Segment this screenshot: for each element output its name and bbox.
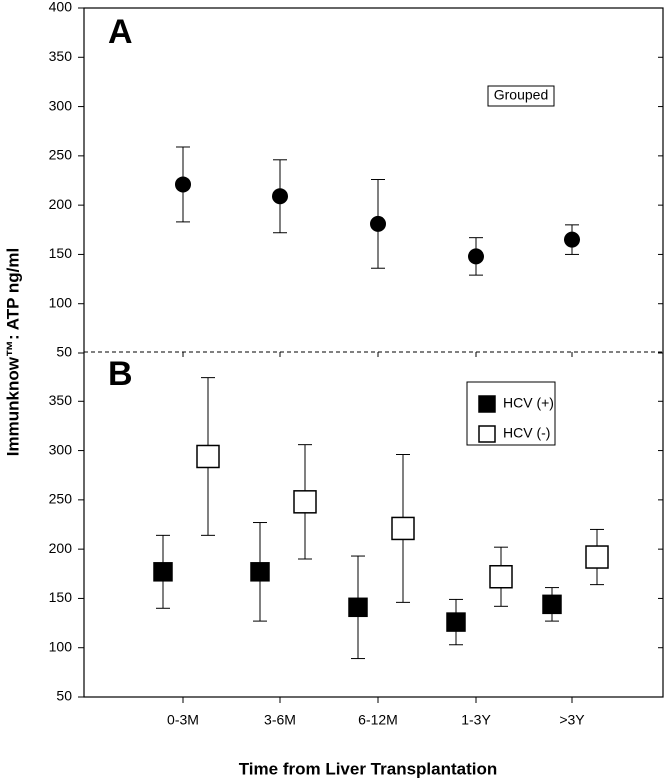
legend-swatch: [478, 425, 496, 443]
point: [370, 215, 386, 232]
y-tick-label: 250: [49, 491, 73, 507]
y-tick-label: 400: [49, 0, 73, 15]
x-tick-label: 6-12M: [358, 712, 398, 728]
point: [196, 444, 220, 469]
y-tick-label: 50: [56, 688, 72, 704]
y-tick-label: 350: [49, 48, 73, 64]
y-tick-label: 100: [49, 638, 73, 654]
point: [468, 248, 484, 265]
x-tick-label: 0-3M: [167, 712, 199, 728]
point: [293, 490, 317, 514]
y-tick-label: 200: [49, 196, 73, 212]
point: [564, 231, 580, 248]
x-tick-label: 1-3Y: [461, 712, 491, 728]
x-axis-label: Time from Liver Transplantation: [239, 759, 498, 778]
point: [250, 562, 270, 582]
x-tick-label: 3-6M: [264, 712, 296, 728]
grouped-box: [487, 85, 555, 107]
point: [489, 564, 513, 589]
point: [153, 562, 173, 582]
point: [585, 545, 609, 569]
y-tick-label: 350: [49, 392, 73, 408]
point: [446, 612, 466, 632]
y-tick-label: 200: [49, 540, 73, 556]
panel-label: B: [108, 355, 133, 393]
y-tick-label: 150: [49, 589, 73, 605]
legend-label: HCV (+): [503, 395, 554, 411]
y-tick-label: 150: [49, 245, 73, 261]
y-axis-label: Immunknow™: ATP ng/ml: [3, 248, 22, 456]
legend-label: HCV (-): [503, 425, 550, 441]
y-tick-label: 300: [49, 97, 73, 113]
point: [175, 176, 191, 193]
y-tick-label: 100: [49, 294, 73, 310]
point: [272, 188, 288, 205]
y-tick-label: 300: [49, 441, 73, 457]
y-tick-label: 50: [56, 344, 72, 360]
point: [348, 597, 368, 618]
legend-swatch: [478, 395, 496, 413]
panel-label: A: [108, 13, 133, 51]
x-tick-label: >3Y: [559, 712, 585, 728]
point: [391, 516, 415, 541]
panel-subtitle: Grouped: [494, 87, 548, 103]
y-tick-label: 250: [49, 147, 73, 163]
point: [542, 594, 562, 615]
